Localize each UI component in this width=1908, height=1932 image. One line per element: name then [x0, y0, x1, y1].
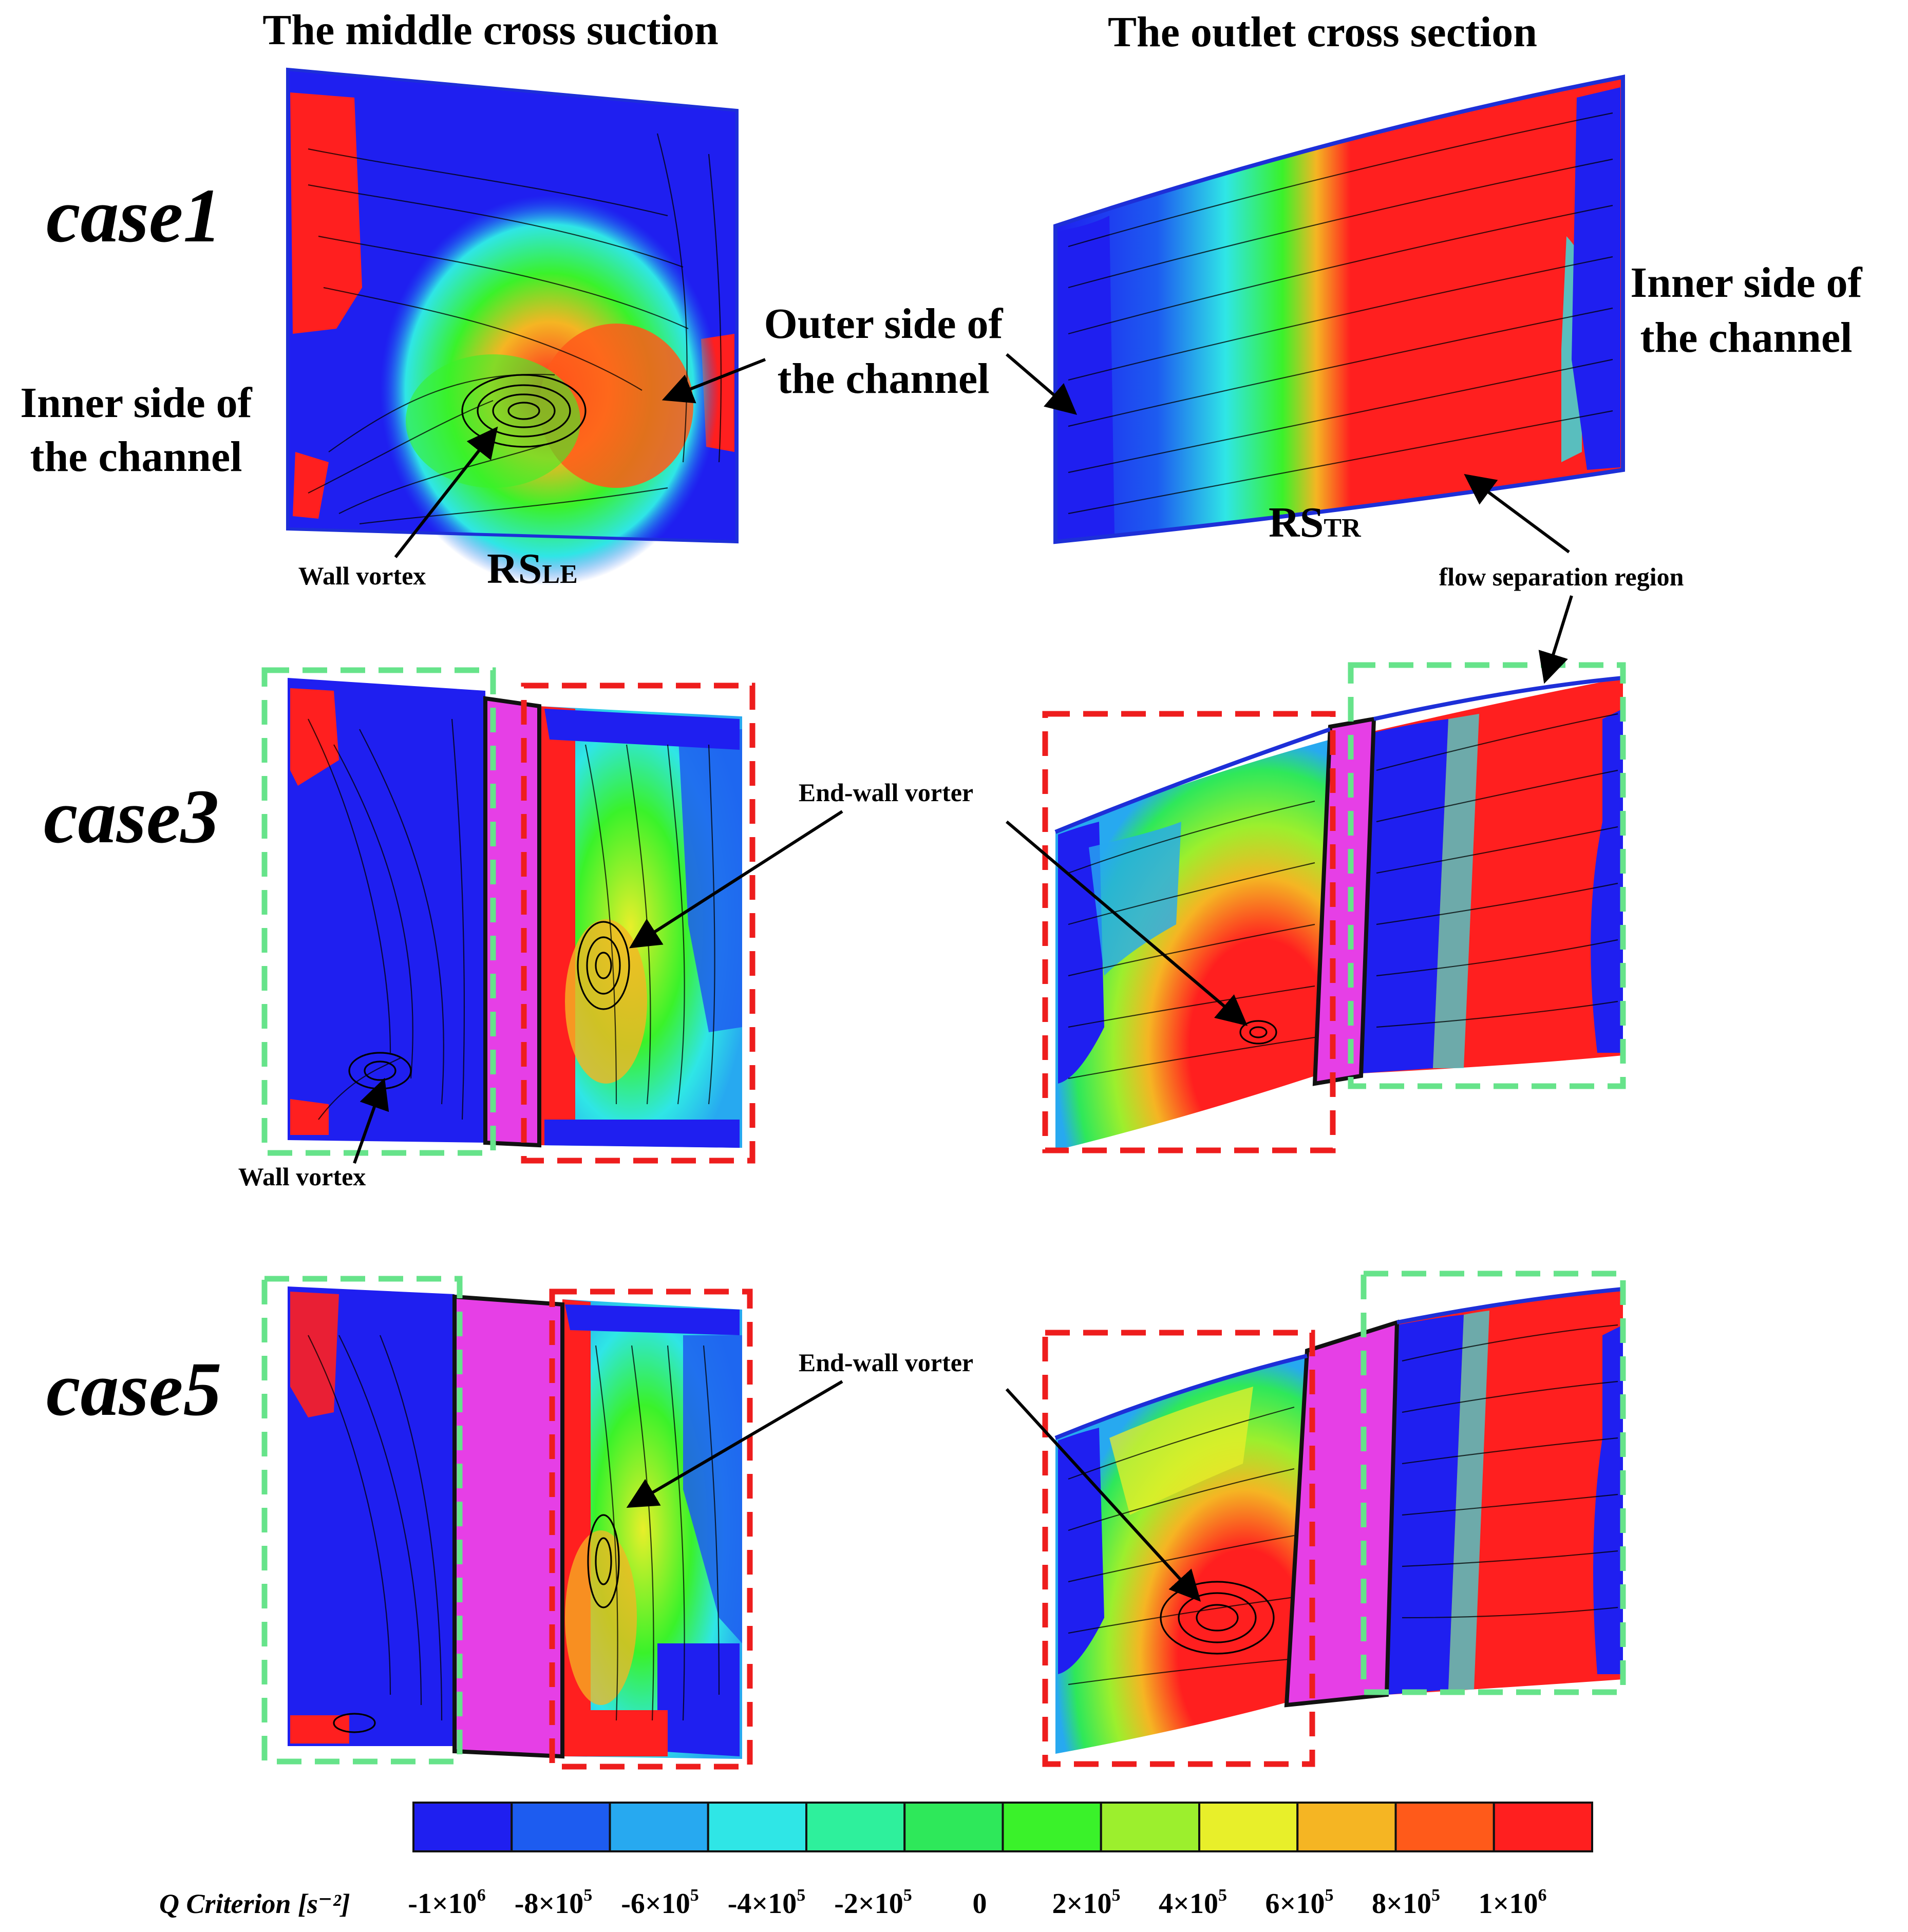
case-label-5: case5 — [46, 1347, 222, 1432]
arrow-outer-side-left — [662, 358, 766, 404]
case-label-1: case1 — [46, 173, 222, 258]
case1-middle-contour — [286, 67, 739, 585]
colorbar-swatch — [1100, 1802, 1200, 1852]
colorbar-tick-label: -1×106 — [408, 1886, 486, 1920]
label-wall-vortex-case1: Wall vortex — [298, 561, 426, 590]
label-rs-tr-main: RS — [1269, 499, 1324, 546]
colorbar-swatch — [805, 1802, 906, 1852]
case3-outlet-contour — [1054, 676, 1623, 1150]
arrow-outer-side-right — [1006, 353, 1078, 415]
label-end-wall-vorter-case3: End-wall vorter — [799, 778, 973, 807]
colorbar-tick-label: 8×105 — [1372, 1886, 1440, 1920]
colorbar-swatch — [903, 1802, 1004, 1852]
colorbar-swatch — [1296, 1802, 1397, 1852]
case5-middle-red-dashed-box — [549, 1289, 753, 1770]
case5-outlet-red-dashed-box — [1042, 1330, 1315, 1767]
label-inner-side-right-2: the channel — [1640, 314, 1852, 362]
arrow-wall-vortex-case1 — [394, 426, 498, 558]
arrow-end-wall-case5-right — [1005, 1388, 1201, 1602]
colorbar-swatch — [609, 1802, 709, 1852]
colorbar-tick-label: -8×105 — [515, 1886, 593, 1920]
label-rs-tr-sub: TR — [1324, 514, 1362, 543]
colorbar-swatch — [707, 1802, 807, 1852]
case5-middle-contour — [288, 1286, 742, 1759]
header-outlet-cross-section: The outlet cross section — [1108, 8, 1537, 56]
case3-outlet-red-dashed-box — [1042, 711, 1336, 1153]
colorbar-tick-label: 6×105 — [1265, 1886, 1334, 1920]
label-inner-side-left-2: the channel — [30, 433, 242, 481]
colorbar-tick-label: -6×105 — [621, 1886, 699, 1920]
case3-outlet-green-dashed-box — [1348, 662, 1626, 1089]
case5-outlet-contour — [1054, 1287, 1623, 1754]
arrow-flow-separation-case1 — [1464, 473, 1570, 554]
case5-middle-green-dashed-box — [261, 1276, 463, 1765]
label-wall-vortex-case3: Wall vortex — [238, 1162, 366, 1191]
colorbar-swatch — [1493, 1802, 1593, 1852]
arrow-end-wall-case3-left — [629, 810, 843, 949]
case3-middle-contour — [288, 678, 742, 1148]
colorbar-swatch — [1002, 1802, 1102, 1852]
colorbar-swatch — [412, 1802, 513, 1852]
case1-outlet-contour — [1053, 74, 1625, 544]
label-end-wall-vorter-case5: End-wall vorter — [799, 1348, 973, 1377]
label-rs-le: RSLE — [487, 545, 578, 593]
colorbar-tick-label: 0 — [973, 1888, 987, 1920]
case5-middle-magenta-strip — [452, 1294, 564, 1759]
colorbar-tick-label: -4×105 — [728, 1886, 806, 1920]
colorbar-tick-label: 4×105 — [1159, 1886, 1227, 1920]
arrow-end-wall-case5-left — [626, 1380, 843, 1508]
arrow-wall-vortex-case3 — [353, 1077, 389, 1164]
arrow-end-wall-case3-right — [1006, 820, 1248, 1026]
label-rs-le-main: RS — [487, 545, 542, 593]
label-outer-side-2: the channel — [777, 355, 989, 403]
label-inner-side-right-1: Inner side of — [1630, 259, 1862, 307]
label-rs-tr: RSTR — [1269, 499, 1362, 546]
colorbar-title: Q Criterion [s⁻²] — [159, 1888, 350, 1919]
colorbar-tick-label: 1×106 — [1479, 1886, 1547, 1920]
label-flow-separation-region: flow separation region — [1439, 562, 1684, 591]
header-middle-cross-section: The middle cross suction — [262, 6, 719, 54]
colorbar-swatch — [511, 1802, 611, 1852]
label-outer-side-1: Outer side of — [764, 300, 1003, 348]
case5-outlet-green-dashed-box — [1361, 1271, 1626, 1695]
colorbar-ticks: -1×106 -8×105 -6×105 -4×105 -2×105 0 2×105 4×10… — [408, 1886, 1546, 1920]
arrow-flow-separation-case3 — [1538, 595, 1573, 684]
label-inner-side-left-1: Inner side of — [20, 379, 252, 427]
colorbar-swatch — [1394, 1802, 1495, 1852]
label-rs-le-sub: LE — [542, 560, 577, 589]
colorbar-swatch — [1198, 1802, 1299, 1852]
case3-middle-green-dashed-box — [261, 667, 496, 1156]
case-label-3: case3 — [44, 774, 219, 859]
colorbar-tick-label: 2×105 — [1052, 1886, 1121, 1920]
colorbar-tick-label: -2×105 — [834, 1886, 912, 1920]
case3-middle-red-dashed-box — [521, 683, 755, 1164]
case3-outlet-magenta-strip — [1312, 716, 1376, 1086]
colorbar — [412, 1802, 1593, 1852]
